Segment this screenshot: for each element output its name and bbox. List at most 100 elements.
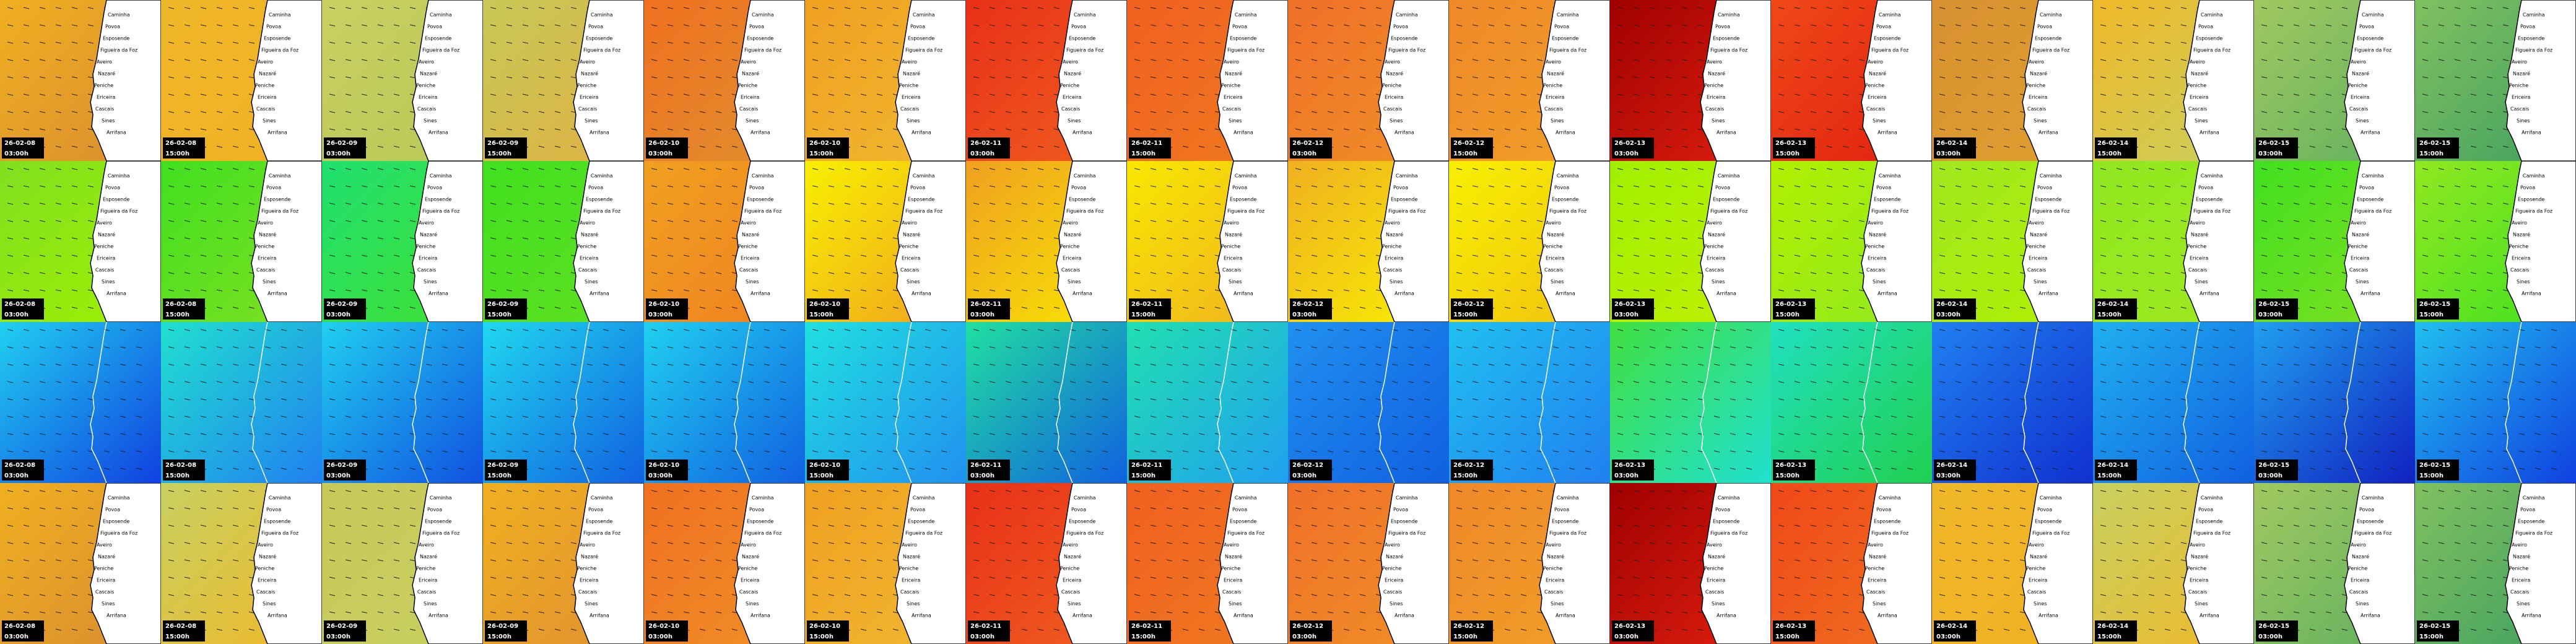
wind-arrow — [1617, 542, 1624, 544]
wind-arrow — [892, 59, 899, 61]
wind-arrow — [1585, 398, 1591, 401]
wind-arrow — [1375, 220, 1382, 222]
wind-arrow — [1842, 202, 1849, 205]
wind-arrow — [1037, 289, 1044, 292]
wind-arrow — [876, 594, 883, 596]
wind-arrow — [2293, 289, 2300, 292]
wind-arrow — [1198, 94, 1205, 96]
wind-arrow — [216, 542, 223, 544]
wind-arrow — [828, 168, 835, 170]
wind-arrow — [1842, 398, 1849, 401]
wind-arrow — [2293, 381, 2300, 383]
wind-arrow — [2277, 185, 2284, 188]
town-label: Ericeira — [419, 95, 437, 100]
wind-arrow — [1343, 559, 1350, 562]
town-label: Peniche — [2026, 83, 2045, 89]
date-label: 26-02-13 — [1614, 462, 1645, 469]
wind-arrow — [393, 381, 400, 383]
wind-arrow — [1295, 398, 1302, 401]
wind-arrow — [876, 146, 883, 148]
town-label: Esposende — [1552, 36, 1578, 41]
wind-arrow — [1086, 346, 1092, 349]
town-label: Nazaré — [1708, 232, 1725, 238]
wind-arrow — [1375, 41, 1382, 44]
wind-arrow — [393, 450, 400, 453]
wind-arrow — [1359, 507, 1366, 510]
wind-arrow — [1681, 450, 1688, 453]
wind-arrow — [2003, 346, 2010, 349]
wind-arrow — [699, 346, 706, 349]
town-label: Arrifana — [1556, 130, 1575, 136]
wind-arrow — [522, 128, 529, 131]
wind-arrow — [2454, 363, 2461, 366]
wind-arrow — [184, 128, 191, 131]
wind-arrow — [248, 329, 255, 331]
wind-arrow — [908, 468, 915, 470]
wind-arrow — [39, 59, 46, 61]
date-label: 26-02-14 — [1936, 301, 1967, 308]
wind-arrow — [2293, 76, 2300, 79]
wind-arrow — [2422, 220, 2429, 222]
town-label: Ericeira — [2512, 95, 2530, 100]
wind-arrow — [1375, 524, 1382, 527]
town-label: Cascais — [739, 268, 758, 273]
wind-arrow — [764, 346, 770, 349]
date-label: 26-02-13 — [1614, 301, 1645, 308]
wind-arrow — [1536, 416, 1543, 418]
wind-arrow — [1247, 346, 1253, 349]
wind-arrow — [2502, 220, 2509, 222]
wind-arrow — [2148, 329, 2155, 331]
town-label: Caminha — [913, 495, 935, 501]
wind-arrow — [216, 507, 223, 510]
town-label: Cascais — [578, 107, 597, 112]
town-label: Povoa — [1232, 507, 1247, 513]
wind-arrow — [490, 416, 497, 418]
wind-arrow — [2422, 128, 2429, 131]
town-label: Nazaré — [420, 554, 437, 560]
wind-arrow — [667, 450, 674, 453]
town-label: Aveiro — [419, 59, 434, 65]
wind-arrow — [1488, 524, 1495, 527]
town-label: Esposende — [1391, 197, 1417, 202]
wind-arrow — [619, 346, 625, 349]
wind-arrow — [2438, 94, 2445, 96]
wind-arrow — [1794, 111, 1801, 113]
wind-arrow — [1359, 559, 1366, 562]
wind-arrow — [1794, 416, 1801, 418]
wind-arrow — [570, 629, 577, 631]
wind-arrow — [87, 146, 94, 148]
wind-arrow — [232, 59, 239, 61]
wind-arrow — [1311, 507, 1318, 510]
wind-arrow — [1311, 363, 1318, 366]
wind-arrow — [1488, 59, 1495, 61]
wind-arrow — [1327, 577, 1334, 579]
land — [1539, 161, 1610, 322]
wind-arrow — [2325, 202, 2332, 205]
wind-arrow — [1456, 7, 1463, 9]
wind-arrow — [1826, 450, 1833, 453]
town-label: Ericeira — [2029, 95, 2047, 100]
wind-arrow — [409, 381, 416, 383]
label-box — [2417, 137, 2459, 159]
town-label: Sines — [424, 279, 437, 285]
wind-arrow — [1665, 237, 1672, 240]
wind-arrow — [715, 202, 722, 205]
town-label: Nazaré — [1225, 232, 1242, 238]
town-label: Peniche — [738, 83, 757, 89]
wind-arrow — [2116, 594, 2123, 596]
town-label: Caminha — [752, 495, 774, 501]
wind-arrow — [1778, 111, 1785, 113]
label-box — [485, 459, 527, 481]
wind-arrow — [2309, 94, 2316, 96]
land — [2344, 0, 2415, 161]
town-label: Figueira da Foz — [1388, 531, 1425, 536]
wind-arrow — [699, 559, 706, 562]
wind-arrow — [1681, 468, 1688, 470]
label-box — [1773, 620, 1815, 642]
wind-arrow — [2325, 59, 2332, 61]
wind-arrow — [2035, 416, 2042, 418]
town-label: Nazaré — [903, 554, 920, 560]
wind-arrow — [780, 416, 786, 418]
wind-arrow — [699, 76, 706, 79]
wind-arrow — [361, 24, 368, 27]
